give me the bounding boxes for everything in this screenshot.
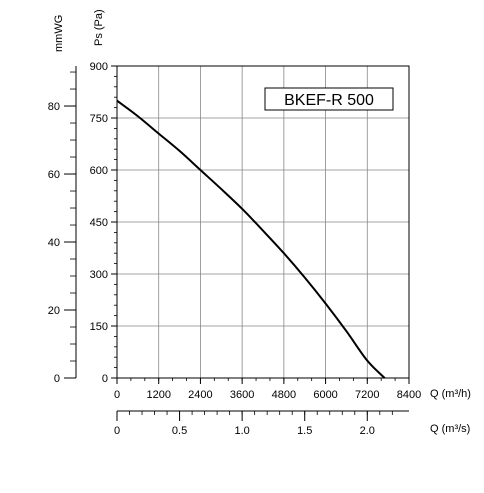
y-axis-label-pa: Ps (Pa) — [93, 9, 105, 46]
pa-tick-label: 450 — [90, 217, 108, 229]
q-mh-tick-label: 3600 — [230, 389, 254, 401]
series-group — [116, 99, 386, 379]
series-line — [116, 99, 386, 379]
q-ms-tick-label: 1.5 — [297, 425, 312, 437]
x-axis-label-m3s: Q (m³/s) — [430, 423, 470, 435]
grid-lines — [117, 66, 409, 378]
pa-tick-label: 0 — [102, 373, 108, 385]
q-mh-tick-label: 7200 — [355, 389, 379, 401]
title-box — [264, 87, 394, 111]
mmwg-tick-label: 80 — [48, 101, 60, 113]
q-mh-tick-label: 8400 — [397, 389, 421, 401]
mmwg-tick-label: 40 — [48, 237, 60, 249]
q-ms-tick-label: 0.5 — [172, 425, 187, 437]
q-ms-tick-label: 0 — [114, 425, 120, 437]
pa-tick-label: 750 — [90, 113, 108, 125]
pa-tick-label: 300 — [90, 269, 108, 281]
q-ms-tick-label: 1.0 — [234, 425, 249, 437]
q-mh-tick-label: 6000 — [313, 389, 337, 401]
pa-tick-label: 150 — [90, 321, 108, 333]
q-ms-tick-label: 2.0 — [360, 425, 375, 437]
mmwg-tick-label: 0 — [54, 373, 60, 385]
q-mh-tick-label: 0 — [114, 389, 120, 401]
pa-tick-label: 900 — [90, 61, 108, 73]
pa-tick-label: 600 — [90, 165, 108, 177]
x-axis-label-m3h: Q (m³/h) — [430, 388, 471, 400]
mmwg-tick-label: 60 — [48, 169, 60, 181]
q-mh-tick-label: 1200 — [146, 389, 170, 401]
axis-ticks — [64, 65, 410, 421]
y-axis-label-mmwg: mmWG — [53, 15, 65, 52]
chart-title: BKEF-R 500 — [284, 92, 374, 109]
mmwg-tick-label: 20 — [48, 305, 60, 317]
q-mh-tick-label: 2400 — [188, 389, 212, 401]
q-mh-tick-label: 4800 — [272, 389, 296, 401]
